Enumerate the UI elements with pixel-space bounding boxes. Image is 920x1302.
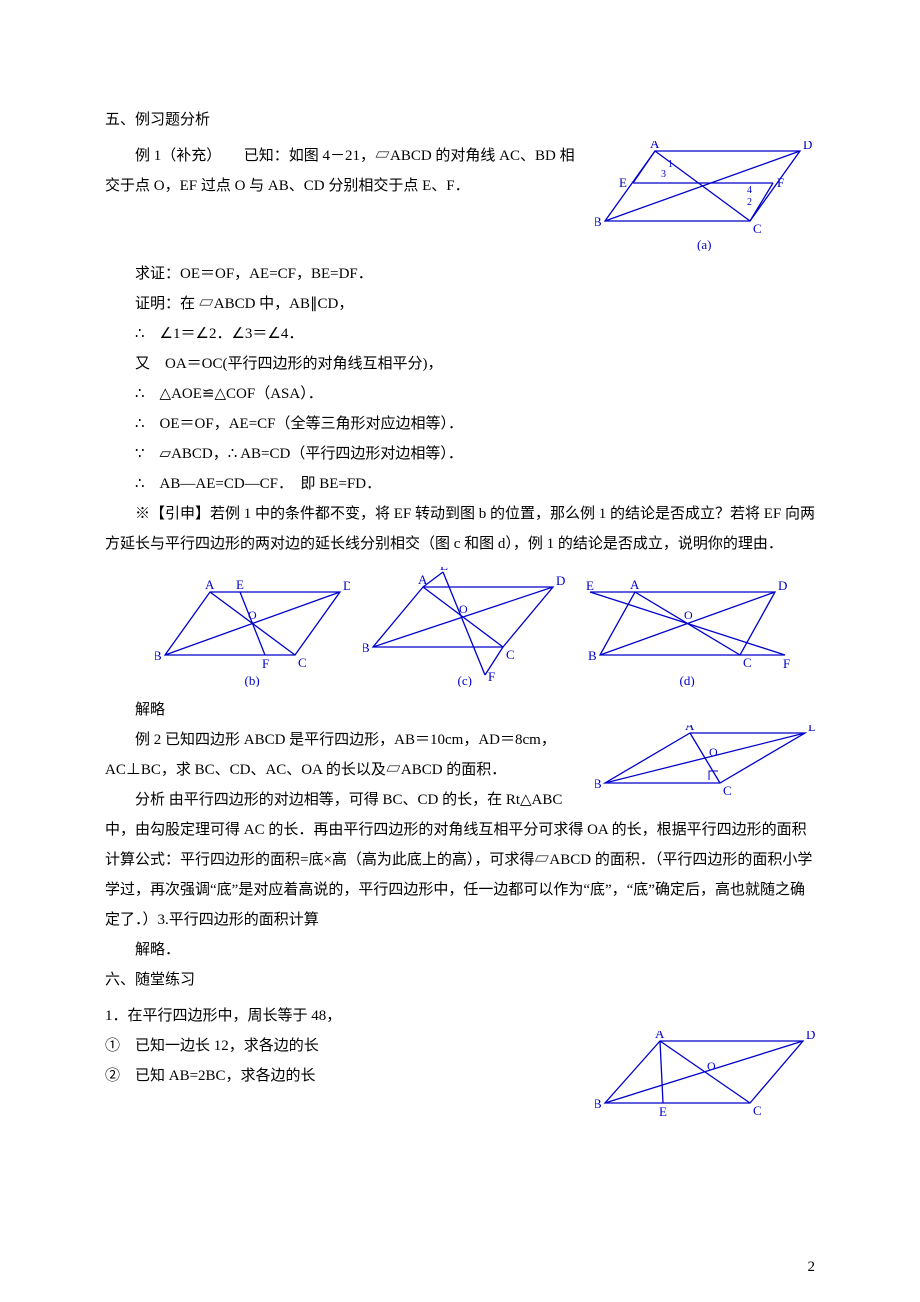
svg-text:F: F	[783, 656, 790, 671]
svg-text:F: F	[262, 656, 269, 671]
svg-text:(a): (a)	[697, 237, 711, 251]
svg-text:A: A	[650, 141, 660, 151]
extension-text: ※【引申】若例 1 中的条件都不变，将 EF 转动到图 b 的位置，那么例 1 …	[105, 499, 815, 559]
example1-prove: 求证：OE＝OF，AE=CF，BE=DF．	[105, 259, 815, 289]
svg-text:A: A	[655, 1031, 665, 1041]
svg-text:D: D	[808, 725, 815, 734]
svg-text:E: E	[440, 567, 448, 573]
svg-text:3: 3	[661, 169, 666, 180]
svg-text:A: A	[630, 577, 640, 592]
svg-text:C: C	[506, 647, 515, 662]
proof-line-5: ∴ OE＝OF，AE=CF（全等三角形对应边相等）．	[105, 409, 815, 439]
svg-text:O: O	[459, 602, 468, 616]
svg-text:O: O	[684, 608, 693, 622]
svg-text:C: C	[743, 655, 752, 670]
figure-row-bcd: E F A B C D O (b) E F A B C D O (c) E F A B C D O (d)	[155, 567, 795, 687]
figure-ex6: A B C D E O	[595, 1031, 815, 1116]
exercise-1: 1．在平行四边形中，周长等于 48，	[105, 1001, 815, 1031]
svg-text:D: D	[778, 578, 787, 593]
svg-text:4: 4	[747, 185, 752, 196]
section-heading-6: 六、随堂练习	[105, 965, 815, 995]
svg-text:O: O	[248, 608, 257, 622]
proof-line-6: ∵ ▱ABCD，∴ AB=CD（平行四边形对边相等）．	[105, 439, 815, 469]
page-number: 2	[808, 1252, 816, 1282]
svg-text:A: A	[685, 725, 695, 733]
svg-text:(c): (c)	[457, 673, 471, 687]
svg-text:B: B	[363, 640, 370, 655]
svg-text:E: E	[619, 175, 627, 190]
proof-line-2: ∴ ∠1＝∠2．∠3＝∠4．	[105, 319, 815, 349]
svg-text:B: B	[595, 1096, 602, 1111]
svg-text:F: F	[777, 175, 784, 190]
svg-text:C: C	[723, 783, 732, 795]
proof-line-3: 又 OA＝OC(平行四边形的对角线互相平分)，	[105, 349, 815, 379]
svg-text:O: O	[707, 1059, 716, 1073]
svg-text:F: F	[488, 669, 495, 684]
svg-text:D: D	[556, 573, 565, 588]
svg-text:B: B	[595, 776, 602, 791]
svg-text:1: 1	[668, 159, 673, 170]
proof-line-1: 证明：在 ▱ABCD 中，AB∥CD，	[105, 289, 815, 319]
svg-text:B: B	[588, 648, 597, 663]
svg-text:C: C	[753, 221, 762, 236]
solution-omitted-2: 解略．	[105, 935, 815, 965]
svg-text:C: C	[298, 655, 307, 670]
figure-a: A B C D E F 1 2 3 4 (a)	[595, 141, 815, 251]
svg-text:(b): (b)	[245, 673, 260, 687]
svg-text:(d): (d)	[680, 673, 695, 687]
svg-text:A: A	[418, 572, 428, 587]
figure-ex2: A B C D O	[595, 725, 815, 795]
svg-text:D: D	[803, 141, 812, 152]
svg-text:B: B	[155, 648, 162, 663]
example2-analysis: 分析 由平行四边形的对边相等，可得 BC、CD 的长，在 Rt△ABC 中，由勾…	[105, 785, 815, 935]
svg-text:E: E	[236, 577, 244, 592]
section-heading-5: 五、例习题分析	[105, 105, 815, 135]
svg-text:E: E	[586, 578, 594, 593]
svg-text:C: C	[753, 1103, 762, 1116]
svg-text:A: A	[205, 577, 215, 592]
svg-text:D: D	[806, 1031, 815, 1042]
solution-omitted-1: 解略	[105, 695, 815, 725]
svg-text:O: O	[709, 745, 718, 759]
svg-text:D: D	[343, 578, 350, 593]
svg-text:2: 2	[747, 197, 752, 208]
svg-text:B: B	[595, 214, 602, 229]
svg-text:E: E	[659, 1104, 667, 1116]
proof-line-4: ∴ △AOE≌△COF（ASA）．	[105, 379, 815, 409]
proof-line-7: ∴ AB—AE=CD—CF． 即 BE=FD．	[105, 469, 815, 499]
